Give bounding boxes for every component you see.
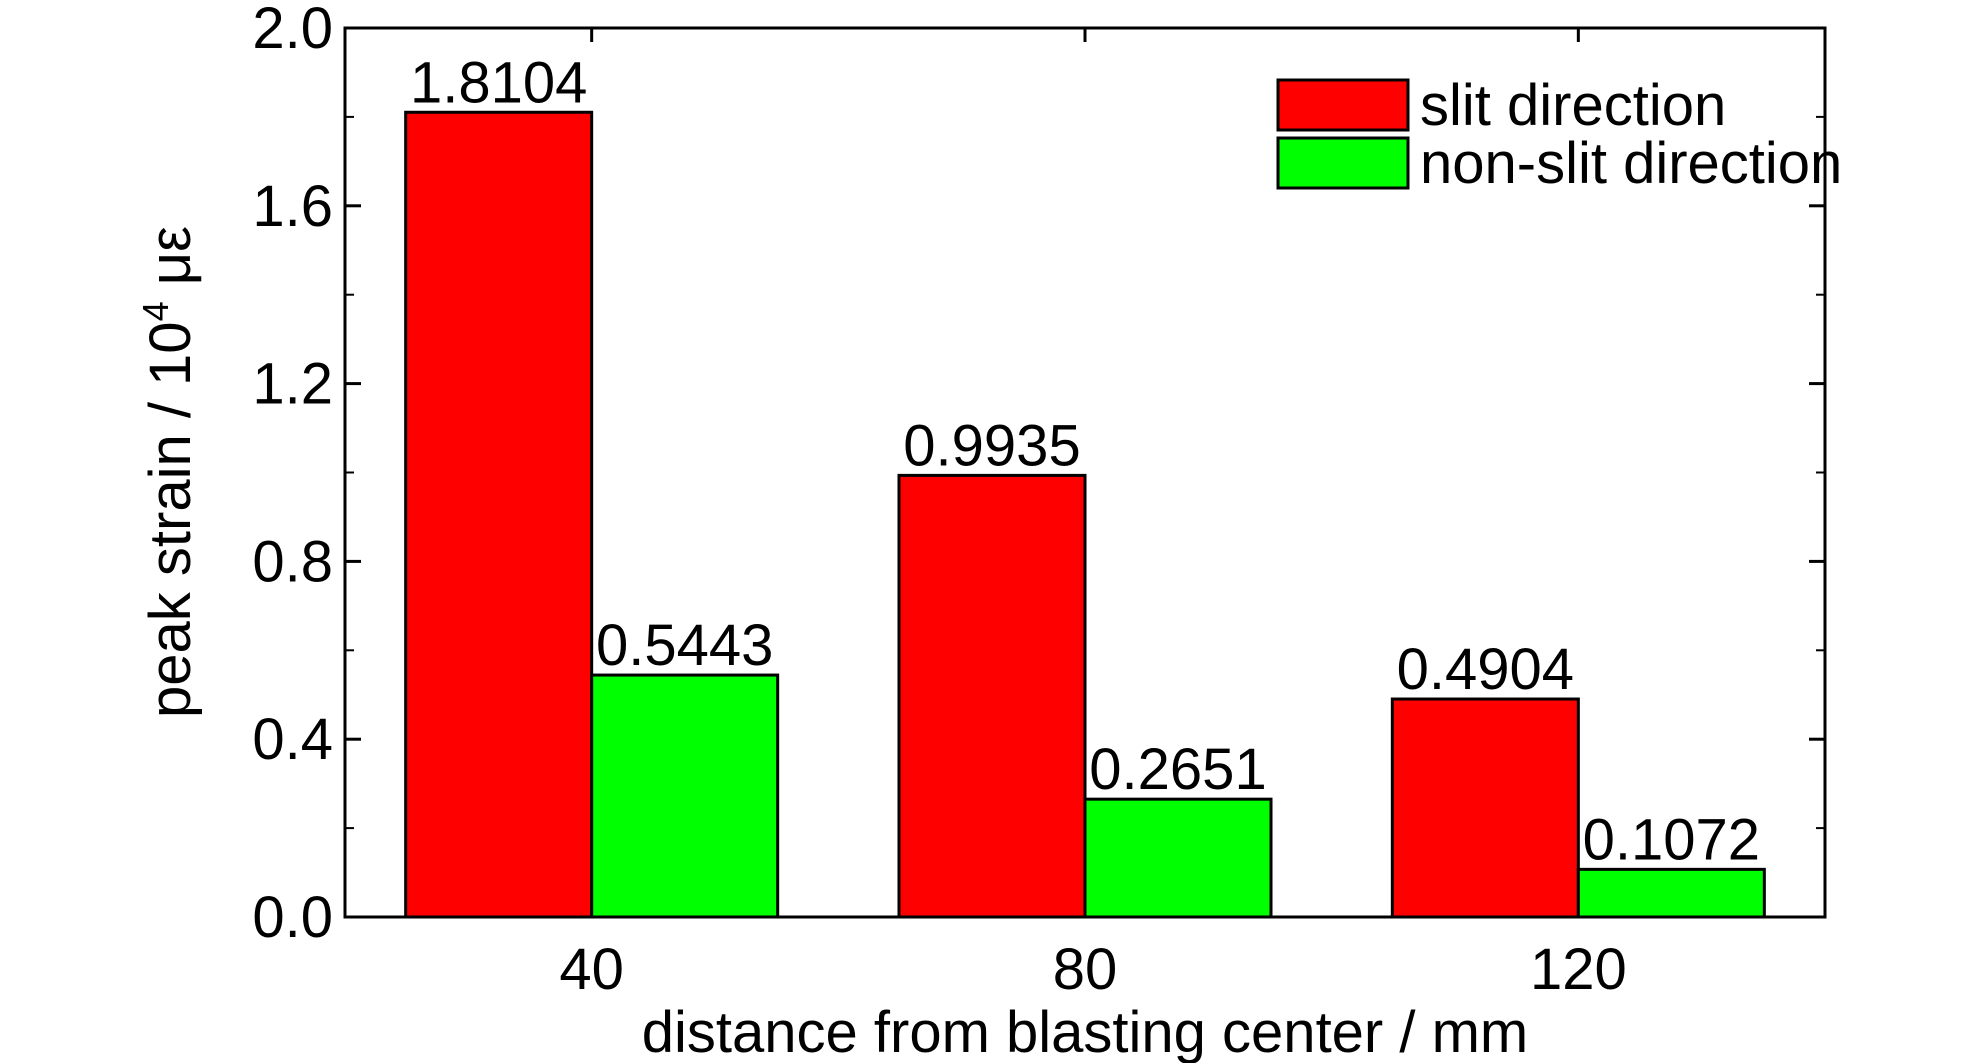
data-label: 0.2651 — [1089, 737, 1266, 802]
x-axis-label: distance from blasting center / mm — [642, 1000, 1528, 1063]
x-tick-label: 40 — [559, 937, 624, 1002]
data-labels: 1.8104 0.5443 0.9935 0.2651 0.4904 0.1072 — [410, 50, 1760, 872]
bar-non-slit-80 — [1083, 797, 1273, 919]
legend-label: non-slit direction — [1420, 131, 1842, 196]
x-tick-label: 120 — [1530, 937, 1627, 1002]
y-tick-label: 0.0 — [252, 885, 333, 950]
bar-non-slit-40 — [590, 673, 780, 919]
legend-label: slit direction — [1420, 73, 1726, 138]
y-axis-label-exponent: 4 — [135, 301, 176, 321]
y-axis-label: peak strain / 104 με — [135, 226, 203, 718]
data-label: 1.8104 — [410, 50, 587, 115]
legend-swatch-slit — [1276, 78, 1410, 132]
y-axis-label-unit: με — [138, 226, 203, 301]
y-tick-label: 2.0 — [252, 0, 333, 61]
data-label: 0.9935 — [903, 413, 1080, 478]
data-label: 0.1072 — [1583, 807, 1760, 872]
x-axis: 40 80 120 — [559, 28, 1627, 1002]
y-tick-label: 1.2 — [252, 352, 333, 417]
bar-slit-80 — [897, 473, 1087, 919]
y-axis-label-main: peak strain / 10 — [138, 321, 203, 718]
bar-slit-40 — [404, 110, 594, 919]
bar-slit-120 — [1390, 697, 1580, 919]
y-tick-label: 0.8 — [252, 529, 333, 594]
y-axis: 0.0 0.4 0.8 1.2 1.6 2.0 — [252, 0, 1825, 950]
bars — [404, 110, 1766, 919]
x-tick-label: 80 — [1053, 937, 1118, 1002]
y-tick-label: 1.6 — [252, 174, 333, 239]
bar-non-slit-120 — [1576, 867, 1766, 919]
y-tick-label: 0.4 — [252, 707, 333, 772]
data-label: 0.5443 — [596, 613, 773, 678]
legend-swatch-non-slit — [1276, 136, 1410, 190]
data-label: 0.4904 — [1397, 637, 1574, 702]
